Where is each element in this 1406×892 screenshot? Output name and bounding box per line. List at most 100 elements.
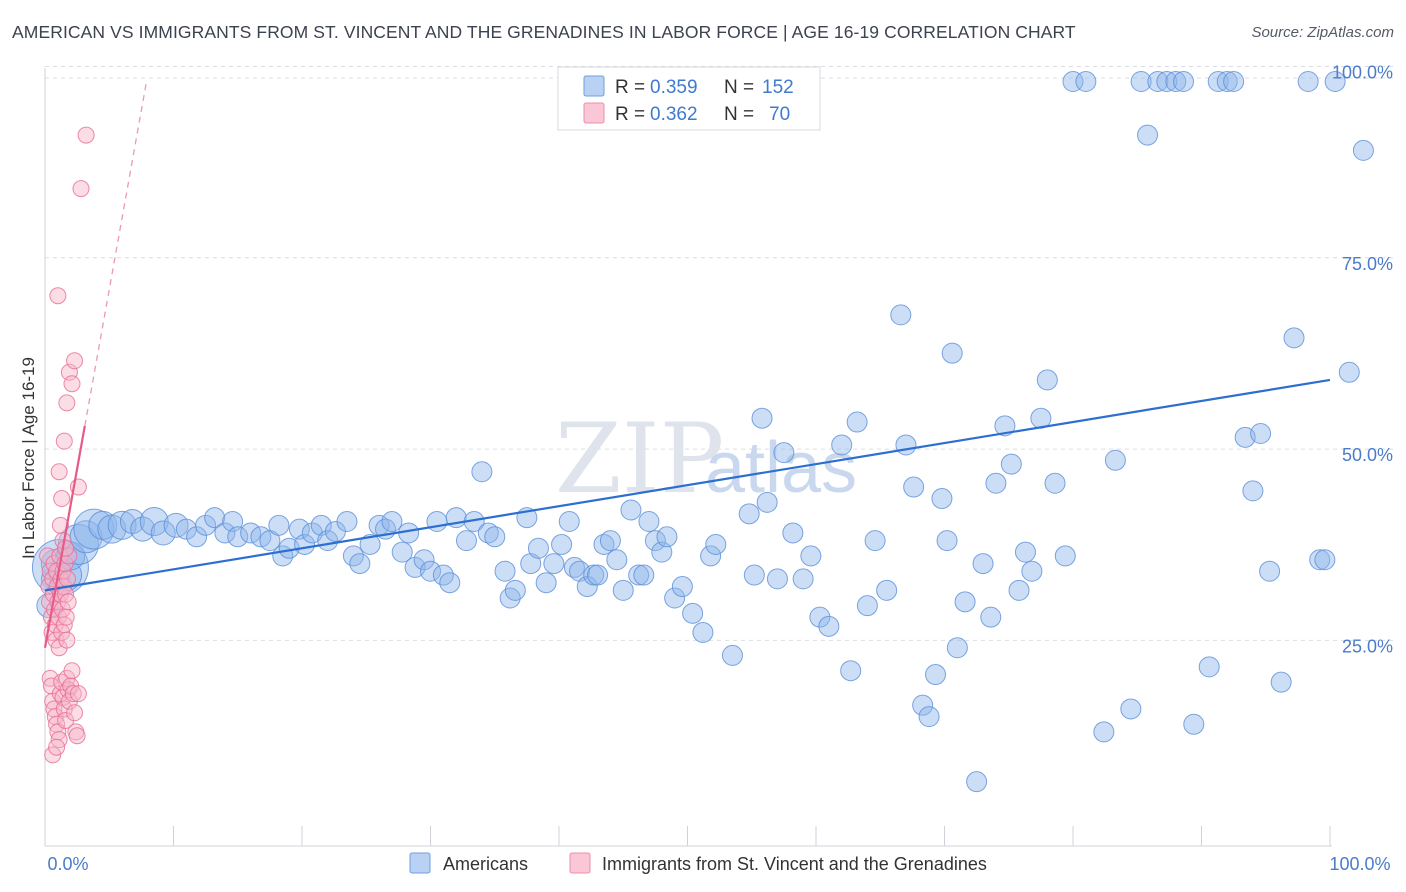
americans-point	[1250, 422, 1272, 444]
americans-point	[139, 506, 169, 536]
americans-point	[301, 522, 323, 544]
americans-point	[494, 560, 516, 582]
americans-point	[1198, 656, 1220, 678]
immigrants-trend-extension	[84, 81, 148, 426]
americans-point	[1283, 327, 1305, 349]
y-tick-label: 100.0%	[1332, 63, 1393, 83]
americans-point	[1044, 472, 1066, 494]
immigrants-point	[59, 593, 77, 611]
americans-point	[150, 520, 176, 546]
immigrants-point	[50, 463, 68, 481]
immigrants-point	[44, 746, 62, 764]
americans-point	[682, 602, 704, 624]
americans-point	[1183, 713, 1205, 735]
americans-point	[1223, 71, 1245, 92]
immigrants-point	[55, 432, 73, 450]
americans-point	[186, 526, 208, 548]
legend-r-label-2: R =	[615, 104, 645, 125]
chart-title: AMERICAN VS IMMIGRANTS FROM ST. VINCENT …	[12, 22, 1076, 42]
americans-point	[527, 537, 549, 559]
americans-point	[644, 530, 666, 552]
americans-point	[107, 510, 137, 540]
americans-point	[1242, 480, 1264, 502]
americans-point	[471, 461, 493, 483]
americans-point	[1324, 71, 1346, 92]
americans-point	[633, 564, 655, 586]
legend-r-value-2: 0.362	[650, 104, 698, 125]
americans-point	[599, 530, 621, 552]
americans-point	[593, 533, 615, 555]
americans-point	[1297, 71, 1319, 92]
americans-point	[535, 572, 557, 594]
americans-point	[782, 522, 804, 544]
americans-point	[1147, 71, 1169, 92]
americans-point	[818, 615, 840, 637]
americans-point	[773, 442, 795, 464]
americans-point	[455, 530, 477, 552]
americans-point	[809, 606, 831, 628]
americans-point	[918, 706, 940, 728]
chart-source: Source: ZipAtlas.com	[1251, 24, 1394, 41]
americans-point	[551, 533, 573, 555]
legend-r-value-1: 0.359	[650, 77, 698, 98]
americans-point	[1309, 549, 1331, 571]
americans-point	[792, 568, 814, 590]
immigrants-point	[58, 570, 76, 588]
americans-point	[1000, 453, 1022, 475]
americans-point	[912, 694, 934, 716]
immigrants-point	[57, 539, 75, 557]
americans-point	[359, 533, 381, 555]
americans-point	[439, 572, 461, 594]
americans-point	[558, 510, 580, 532]
axes	[44, 68, 1332, 847]
immigrants-point	[58, 631, 76, 649]
americans-point	[1338, 361, 1360, 383]
immigrants-point	[66, 704, 84, 722]
americans-point	[895, 434, 917, 456]
americans-point	[1156, 71, 1178, 92]
bottom-legend-americans: Americans	[443, 854, 528, 874]
legend-n-value-1: 152	[762, 77, 794, 98]
americans-point	[606, 549, 628, 571]
trend-lines	[43, 81, 1331, 648]
americans-point	[543, 553, 565, 575]
immigrants-point	[57, 608, 75, 626]
americans-point	[1036, 369, 1058, 391]
x-tick-label-min: 0.0%	[47, 854, 88, 874]
americans-point	[477, 522, 499, 544]
americans-point	[504, 579, 526, 601]
americans-point	[227, 526, 249, 548]
americans-point	[664, 587, 686, 609]
americans-point	[1062, 71, 1084, 92]
americans-point	[1130, 71, 1152, 92]
americans-point	[1207, 71, 1229, 92]
watermark-zip: ZIP	[555, 403, 724, 515]
americans-point	[214, 522, 236, 544]
americans-point	[391, 541, 413, 563]
immigrants-point	[58, 394, 76, 412]
americans-point	[846, 411, 868, 433]
americans-point	[800, 545, 822, 567]
americans-point	[587, 564, 609, 586]
americans-point	[1352, 139, 1374, 161]
americans-point	[840, 660, 862, 682]
americans-point	[1165, 71, 1187, 92]
americans-point	[656, 526, 678, 548]
americans-point	[903, 476, 925, 498]
americans-points	[31, 71, 1374, 793]
americans-point	[831, 434, 853, 456]
americans-point	[1014, 541, 1036, 563]
americans-point	[1008, 579, 1030, 601]
americans-point	[721, 644, 743, 666]
immigrants-point	[63, 375, 81, 393]
americans-point	[766, 568, 788, 590]
americans-point	[941, 342, 963, 364]
x-tick-label-max: 100.0%	[1329, 854, 1390, 874]
americans-point	[195, 514, 217, 536]
americans-point	[738, 503, 760, 525]
immigrants-trend-line	[43, 425, 86, 648]
legend-swatch-americans	[583, 75, 605, 97]
americans-point	[1173, 71, 1195, 92]
americans-point	[1093, 721, 1115, 743]
